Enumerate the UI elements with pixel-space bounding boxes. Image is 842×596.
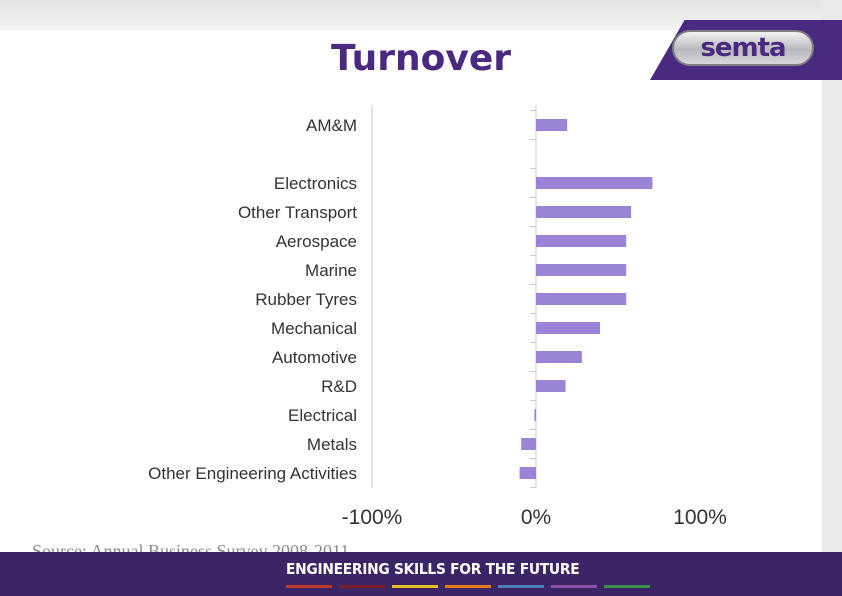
bar (521, 438, 536, 450)
bar (536, 322, 600, 334)
category-label: Automotive (272, 348, 357, 367)
category-label: Other Engineering Activities (148, 464, 357, 483)
bar (534, 409, 536, 421)
bar (519, 467, 536, 479)
footer-stripe (498, 585, 544, 588)
bar (536, 177, 653, 189)
bar (536, 235, 627, 247)
footer-stripe (604, 585, 650, 588)
bar (536, 293, 627, 305)
category-label: Metals (307, 435, 357, 454)
x-tick-label: -100% (342, 506, 403, 529)
footer-tagline: ENGINEERING SKILLS FOR THE FUTURE (286, 560, 580, 578)
category-label: AM&M (306, 116, 357, 135)
semta-logo: semta (672, 30, 814, 66)
footer-stripe (551, 585, 597, 588)
category-label: Marine (305, 261, 357, 280)
category-label: R&D (321, 377, 357, 396)
bar (536, 119, 568, 131)
right-band (822, 0, 842, 560)
footer-stripe (445, 585, 491, 588)
bar (536, 206, 632, 218)
footer-stripe (392, 585, 438, 588)
page-title-text: Turnover (331, 38, 511, 79)
page-title: Turnover (0, 38, 842, 79)
footer-stripe (286, 585, 332, 588)
category-label: Rubber Tyres (255, 290, 357, 309)
footer-stripe (339, 585, 385, 588)
footer-banner: ENGINEERING SKILLS FOR THE FUTURE (0, 552, 842, 596)
category-label: Aerospace (276, 232, 357, 251)
x-tick-label: 0% (521, 506, 551, 529)
category-label: Other Transport (238, 203, 357, 222)
x-tick-label: 100% (673, 506, 727, 529)
bar (536, 380, 566, 392)
category-label: Mechanical (271, 319, 357, 338)
bar-chart: AM&M Electronics Other Transport Aerospace M… (148, 105, 727, 529)
category-label: Electrical (288, 406, 357, 425)
bar (536, 264, 627, 276)
category-label: Electronics (274, 174, 357, 193)
bar (536, 351, 582, 363)
logo-text: semta (700, 33, 786, 63)
